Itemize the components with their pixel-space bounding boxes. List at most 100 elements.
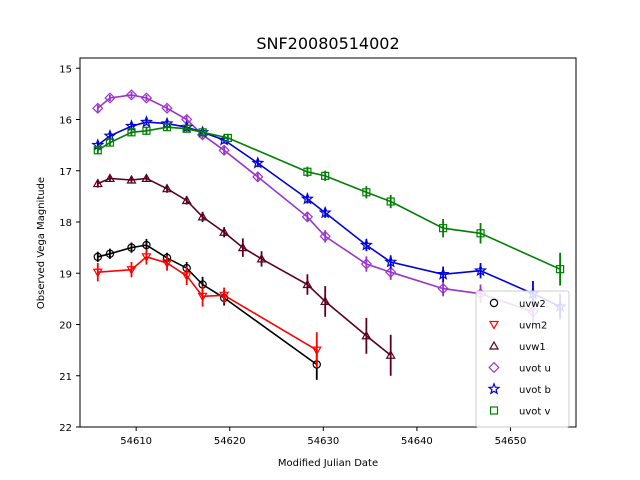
data-point bbox=[182, 124, 191, 133]
y-tick-label: 15 bbox=[59, 64, 72, 75]
axis-ticks: 54610 54620 54630 54640 54650 15 16 17 18 19 20 21 2… bbox=[59, 64, 526, 447]
data-point bbox=[125, 89, 138, 101]
data-point bbox=[197, 211, 208, 221]
legend-label: uvot u bbox=[519, 364, 551, 375]
x-tick-label: 54620 bbox=[214, 436, 246, 447]
data-point bbox=[301, 211, 314, 223]
data-point bbox=[318, 205, 332, 219]
series-line-uvot-b bbox=[97, 121, 561, 308]
series-line-uvm2 bbox=[97, 255, 318, 351]
y-tick-label: 21 bbox=[59, 372, 72, 383]
data-point bbox=[439, 224, 448, 233]
data-point bbox=[473, 263, 488, 277]
legend-box bbox=[475, 290, 570, 428]
legend-marker-uvw1 bbox=[488, 340, 500, 350]
data-point bbox=[92, 268, 103, 278]
data-point bbox=[386, 197, 395, 206]
plot-area bbox=[91, 89, 567, 380]
data-point bbox=[127, 243, 136, 252]
data-point bbox=[127, 128, 136, 137]
data-point bbox=[237, 242, 248, 252]
data-point bbox=[162, 123, 172, 132]
y-tick-label: 16 bbox=[59, 116, 72, 127]
data-point bbox=[219, 227, 230, 236]
data-point bbox=[198, 128, 207, 137]
data-point bbox=[311, 346, 322, 356]
axes-frame bbox=[79, 57, 577, 428]
data-point bbox=[385, 350, 396, 359]
chart-title: SNF20080514002 bbox=[256, 34, 399, 53]
series-uvm2 bbox=[92, 249, 322, 369]
data-point bbox=[141, 253, 152, 263]
data-point bbox=[92, 178, 103, 188]
x-axis-label: Modified Julian Date bbox=[278, 458, 378, 469]
data-point bbox=[105, 138, 115, 147]
data-point bbox=[300, 192, 314, 205]
data-point bbox=[437, 282, 449, 295]
series-uvot-b bbox=[91, 115, 567, 320]
data-point bbox=[251, 156, 265, 169]
y-tick-label: 17 bbox=[59, 167, 72, 178]
series-line-uvot-v bbox=[97, 126, 561, 270]
data-point bbox=[321, 171, 330, 180]
legend-marker-uvot-v bbox=[489, 406, 499, 415]
data-point bbox=[384, 255, 398, 268]
series-uvot-u bbox=[92, 89, 539, 325]
legend-marker-uvm2 bbox=[488, 320, 500, 330]
data-point bbox=[361, 330, 372, 340]
y-tick-label: 22 bbox=[59, 423, 72, 434]
series-uvw2 bbox=[93, 238, 321, 380]
data-point bbox=[104, 173, 115, 183]
legend-label: uvot b bbox=[519, 385, 551, 396]
data-point bbox=[181, 272, 192, 282]
y-axis-label: Observed Vega Magnitude bbox=[36, 177, 47, 309]
data-point bbox=[142, 240, 151, 250]
x-tick-label: 54650 bbox=[495, 436, 527, 447]
legend-marker-uvot-b bbox=[487, 382, 501, 395]
series-uvot-v bbox=[93, 123, 565, 286]
data-point bbox=[555, 265, 565, 274]
data-point bbox=[103, 129, 117, 142]
data-point bbox=[197, 292, 208, 302]
data-point bbox=[93, 146, 102, 155]
legend-label: uvm2 bbox=[519, 321, 547, 332]
legend-marker-uvw2 bbox=[489, 298, 499, 308]
data-point bbox=[181, 195, 192, 205]
data-point bbox=[126, 266, 137, 275]
data-point bbox=[385, 266, 397, 278]
legend: uvw2 uvm2 uvw1 uvot u uvot b uvot v bbox=[475, 290, 570, 428]
y-tick-label: 20 bbox=[59, 321, 72, 332]
data-point bbox=[320, 296, 331, 306]
series-uvw1 bbox=[92, 173, 396, 376]
data-point bbox=[223, 133, 232, 143]
data-point bbox=[161, 102, 173, 114]
data-point bbox=[359, 238, 373, 251]
data-point bbox=[360, 258, 373, 270]
data-point bbox=[105, 249, 115, 258]
data-point bbox=[93, 252, 102, 262]
y-tick-label: 18 bbox=[59, 218, 72, 229]
legend-label: uvw1 bbox=[519, 342, 546, 353]
data-point bbox=[218, 144, 230, 156]
data-point bbox=[142, 126, 151, 135]
y-tick-label: 19 bbox=[59, 269, 72, 280]
legend-label: uvot v bbox=[519, 407, 550, 418]
x-tick-label: 54640 bbox=[401, 436, 433, 447]
data-point bbox=[162, 259, 173, 269]
data-point bbox=[256, 253, 267, 263]
data-point bbox=[303, 167, 312, 176]
legend-marker-uvot-u bbox=[488, 361, 500, 374]
data-point bbox=[302, 279, 313, 289]
data-point bbox=[252, 171, 264, 183]
x-tick-label: 54610 bbox=[120, 436, 152, 447]
data-point bbox=[104, 92, 116, 104]
data-point bbox=[141, 173, 152, 183]
data-point bbox=[92, 102, 104, 114]
data-point bbox=[436, 267, 450, 280]
data-point bbox=[219, 291, 230, 301]
series-line-uvot-u bbox=[97, 94, 534, 313]
data-point bbox=[319, 230, 331, 242]
x-tick-label: 54630 bbox=[307, 436, 339, 447]
data-point bbox=[126, 174, 137, 184]
